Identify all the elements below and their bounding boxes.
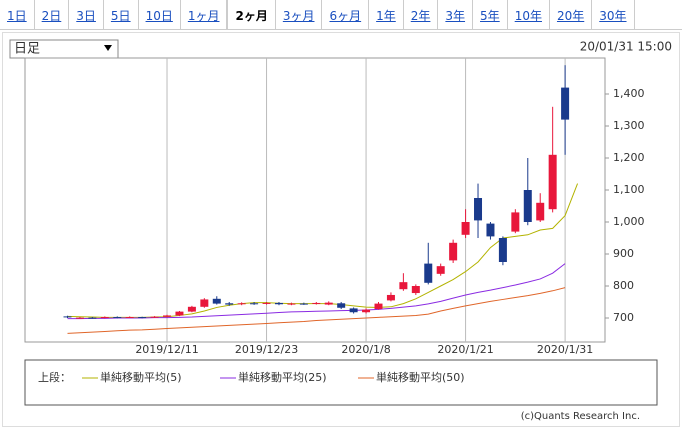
tab[interactable]: 30年 bbox=[592, 0, 635, 29]
candle-body bbox=[237, 303, 246, 305]
candle-body bbox=[274, 302, 283, 305]
tab-bar: 1日 2日 3日 5日 10日 1ヶ月 2ヶ月 3ヶ月 6ヶ月 1年 2年 3年 5年 10年 20年 30年 bbox=[0, 0, 682, 30]
candle-body bbox=[449, 242, 458, 261]
legend-label: 上段： bbox=[38, 370, 71, 384]
candle-body bbox=[212, 298, 221, 304]
timestamp: 20/01/31 15:00 bbox=[580, 40, 672, 54]
candle-body bbox=[424, 263, 433, 283]
tab[interactable]: 3日 bbox=[69, 0, 104, 29]
candle-body bbox=[511, 212, 520, 232]
tab[interactable]: 1日 bbox=[0, 0, 35, 29]
candle-body bbox=[374, 303, 383, 310]
y-tick-label: 1,200 bbox=[613, 151, 645, 164]
candle-body bbox=[200, 299, 209, 307]
x-tick-label: 2020/1/31 bbox=[537, 343, 593, 356]
candle-body bbox=[262, 302, 271, 304]
y-tick-label: 900 bbox=[613, 247, 634, 260]
tab[interactable]: 5日 bbox=[104, 0, 139, 29]
tab[interactable]: 20年 bbox=[550, 0, 593, 29]
candle-body bbox=[498, 238, 507, 262]
copyright: (c)Quants Research Inc. bbox=[521, 411, 640, 422]
legend-entry: 単純移動平均(50) bbox=[376, 370, 465, 384]
candle-body bbox=[138, 317, 147, 319]
tab[interactable]: 2年 bbox=[404, 0, 439, 29]
tab[interactable]: 10年 bbox=[508, 0, 550, 29]
dropdown-arrow bbox=[104, 45, 112, 51]
candle-body bbox=[349, 308, 358, 313]
tab[interactable]: 1ヶ月 bbox=[181, 0, 228, 29]
tab[interactable]: 10日 bbox=[139, 0, 181, 29]
candle-body bbox=[63, 316, 72, 318]
candle-body bbox=[113, 317, 122, 319]
candle-body bbox=[461, 222, 470, 235]
candle-body bbox=[88, 317, 97, 319]
x-tick-label: 2020/1/8 bbox=[341, 343, 390, 356]
candle-body bbox=[536, 202, 545, 221]
candle-body bbox=[175, 311, 184, 316]
candle-body bbox=[75, 317, 84, 319]
candle-body bbox=[337, 303, 346, 308]
candle-body bbox=[125, 317, 134, 319]
tab[interactable]: 2日 bbox=[35, 0, 70, 29]
dropdown-label: 日足 bbox=[14, 42, 40, 57]
tab[interactable]: 1年 bbox=[369, 0, 404, 29]
tab[interactable]: 2ヶ月 bbox=[227, 0, 276, 29]
candle-body bbox=[474, 198, 483, 221]
moving-average-line bbox=[67, 263, 566, 320]
tab[interactable]: 5年 bbox=[473, 0, 508, 29]
candle-body bbox=[100, 317, 109, 319]
tab[interactable]: 3年 bbox=[438, 0, 474, 29]
candle-body bbox=[386, 294, 395, 301]
candle-body bbox=[561, 87, 570, 120]
candle-body bbox=[250, 303, 259, 305]
candle-body bbox=[324, 302, 333, 305]
y-tick-label: 1,300 bbox=[613, 119, 645, 132]
y-tick-label: 1,000 bbox=[613, 215, 645, 228]
candle-body bbox=[399, 282, 408, 290]
candle-body bbox=[150, 316, 159, 318]
candle-body bbox=[163, 315, 172, 317]
tab[interactable]: 6ヶ月 bbox=[322, 0, 370, 29]
candle-body bbox=[523, 190, 532, 222]
plot-frame bbox=[24, 57, 606, 343]
x-tick-label: 2019/12/11 bbox=[135, 343, 198, 356]
y-tick-label: 1,100 bbox=[613, 183, 645, 196]
candle-body bbox=[312, 302, 321, 304]
legend-box bbox=[24, 359, 658, 406]
candle-body bbox=[411, 286, 420, 294]
x-tick-label: 2019/12/23 bbox=[235, 343, 298, 356]
y-tick-label: 800 bbox=[613, 279, 634, 292]
candle-body bbox=[486, 223, 495, 237]
candle-body bbox=[299, 303, 308, 305]
candle-body bbox=[225, 303, 234, 305]
candle-body bbox=[548, 154, 557, 210]
x-tick-label: 2020/1/21 bbox=[437, 343, 493, 356]
legend-entry: 単純移動平均(5) bbox=[100, 370, 182, 384]
candle-body bbox=[436, 266, 445, 274]
candle-body bbox=[362, 309, 371, 313]
tab[interactable]: 3ヶ月 bbox=[276, 0, 323, 29]
candle-body bbox=[287, 303, 296, 305]
legend-entry: 単純移動平均(25) bbox=[238, 370, 327, 384]
y-tick-label: 700 bbox=[613, 311, 634, 324]
candle-body bbox=[187, 306, 196, 312]
moving-average-line bbox=[67, 287, 566, 334]
y-tick-label: 1,400 bbox=[613, 87, 645, 100]
